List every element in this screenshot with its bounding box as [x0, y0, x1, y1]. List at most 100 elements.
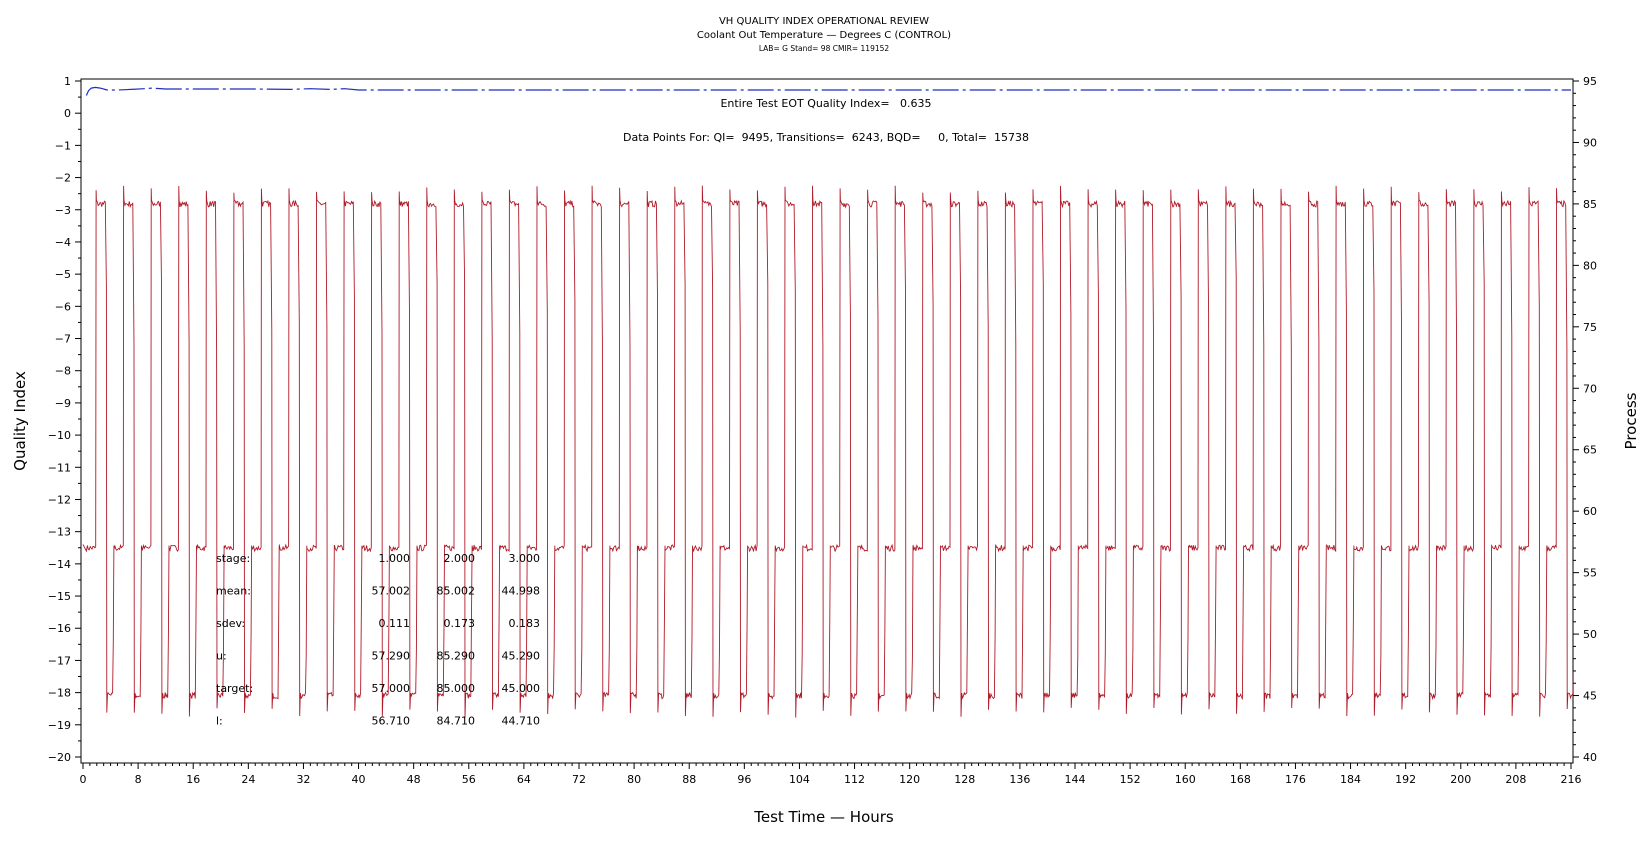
chart-subtitle-2: LAB= G Stand= 98 CMIR= 119152: [759, 44, 890, 53]
x-tick-label: 16: [186, 773, 200, 786]
x-tick-label: 72: [572, 773, 586, 786]
y-axis-label-left: Quality Index: [11, 371, 29, 471]
y-left-tick-label: −18: [48, 687, 71, 700]
stats-cell: 57.002: [372, 585, 411, 598]
y-left-tick-label: 1: [64, 75, 71, 88]
x-tick-label: 96: [737, 773, 751, 786]
y-left-tick-label: −13: [48, 526, 71, 539]
x-tick-label: 112: [844, 773, 865, 786]
x-tick-label: 176: [1285, 773, 1306, 786]
stats-row-label: stage:: [216, 552, 250, 565]
y-right-tick-label: 50: [1583, 628, 1597, 641]
stats-cell: 45.000: [502, 682, 541, 695]
x-tick-label: 200: [1450, 773, 1471, 786]
y-right-tick-label: 70: [1583, 382, 1597, 395]
y-left-tick-label: −14: [48, 558, 71, 571]
stats-cell: 3.000: [509, 552, 541, 565]
y-right-tick-label: 80: [1583, 259, 1597, 272]
stats-cell: 0.111: [379, 617, 411, 630]
bottom-axis: 0 8 16 24 32 40 48 56 64 72 80 88 96 104 112 120 128 136 1…: [80, 763, 1582, 786]
y-right-tick-label: 45: [1583, 690, 1597, 703]
data-points-annotation: Data Points For: QI= 9495, Transitions= …: [623, 131, 1029, 144]
x-tick-label: 48: [407, 773, 421, 786]
y-left-tick-label: −5: [55, 268, 71, 281]
right-axis: 95 90 85 80 75 70 65 60 55 50 45 40: [1573, 75, 1597, 764]
stats-row-label: l:: [216, 715, 223, 728]
x-tick-label: 144: [1065, 773, 1086, 786]
y-left-tick-label: −15: [48, 590, 71, 603]
x-tick-label: 0: [80, 773, 87, 786]
stats-cell: 85.000: [437, 682, 476, 695]
y-left-tick-label: −9: [55, 397, 71, 410]
x-tick-label: 168: [1230, 773, 1251, 786]
x-tick-label: 120: [899, 773, 920, 786]
quality-index-line: [85, 86, 1571, 96]
stats-row-label: target:: [216, 682, 253, 695]
series-layer: [82, 86, 1573, 718]
y-right-tick-label: 40: [1583, 751, 1597, 764]
x-tick-label: 24: [241, 773, 255, 786]
y-left-tick-label: −10: [48, 429, 71, 442]
stats-cell: 85.290: [437, 650, 476, 663]
stats-cell: 44.710: [502, 715, 541, 728]
y-right-tick-label: 75: [1583, 321, 1597, 334]
y-left-tick-label: −11: [48, 461, 71, 474]
x-tick-label: 56: [462, 773, 476, 786]
stats-row-label: u:: [216, 650, 227, 663]
x-tick-label: 40: [352, 773, 366, 786]
y-left-tick-label: −7: [55, 333, 71, 346]
y-left-tick-label: −20: [48, 751, 71, 764]
x-tick-label: 32: [296, 773, 310, 786]
chart-title: VH QUALITY INDEX OPERATIONAL REVIEW: [719, 16, 929, 27]
x-tick-label: 80: [627, 773, 641, 786]
x-tick-label: 216: [1561, 773, 1582, 786]
y-left-tick-label: −17: [48, 654, 71, 667]
stats-table: stage: 1.000 2.000 3.000 mean: 57.002 85.002 44…: [216, 552, 540, 728]
y-axis-label-right: Process: [1622, 392, 1640, 449]
x-tick-label: 152: [1120, 773, 1141, 786]
x-tick-label: 208: [1505, 773, 1526, 786]
x-tick-label: 192: [1395, 773, 1416, 786]
x-tick-label: 160: [1175, 773, 1196, 786]
y-right-tick-label: 60: [1583, 505, 1597, 518]
x-tick-label: 8: [135, 773, 142, 786]
stats-cell: 0.183: [509, 617, 541, 630]
y-left-tick-label: −6: [55, 300, 71, 313]
chart-subtitle: Coolant Out Temperature — Degrees C (CON…: [697, 30, 951, 41]
stats-cell: 44.998: [502, 585, 541, 598]
stats-row-label: mean:: [216, 585, 251, 598]
plot-frame: [80, 78, 1574, 764]
stats-cell: 56.710: [372, 715, 411, 728]
y-right-tick-label: 65: [1583, 444, 1597, 457]
y-left-tick-label: −16: [48, 622, 71, 635]
process-line: [82, 185, 1573, 718]
x-tick-label: 104: [789, 773, 810, 786]
y-left-tick-label: −1: [55, 139, 71, 152]
quality-index-annotation: Entire Test EOT Quality Index= 0.635: [720, 97, 931, 110]
stats-cell: 57.000: [372, 682, 411, 695]
x-tick-label: 64: [517, 773, 531, 786]
stats-cell: 0.173: [444, 617, 476, 630]
stats-cell: 45.290: [502, 650, 541, 663]
y-right-tick-label: 85: [1583, 198, 1597, 211]
stats-cell: 57.290: [372, 650, 411, 663]
x-tick-label: 128: [954, 773, 975, 786]
stats-cell: 84.710: [437, 715, 476, 728]
x-tick-label: 88: [682, 773, 696, 786]
y-left-tick-label: −8: [55, 365, 71, 378]
y-right-tick-label: 90: [1583, 136, 1597, 149]
y-left-tick-label: −4: [55, 236, 71, 249]
y-right-tick-label: 55: [1583, 567, 1597, 580]
y-left-tick-label: 0: [64, 107, 71, 120]
x-tick-label: 184: [1340, 773, 1361, 786]
y-left-tick-label: −19: [48, 719, 71, 732]
y-left-tick-label: −2: [55, 172, 71, 185]
y-left-tick-label: −12: [48, 493, 71, 506]
stats-cell: 85.002: [437, 585, 476, 598]
x-tick-label: 136: [1009, 773, 1030, 786]
y-right-tick-label: 95: [1583, 75, 1597, 88]
y-left-tick-label: −3: [55, 204, 71, 217]
stats-cell: 1.000: [379, 552, 411, 565]
